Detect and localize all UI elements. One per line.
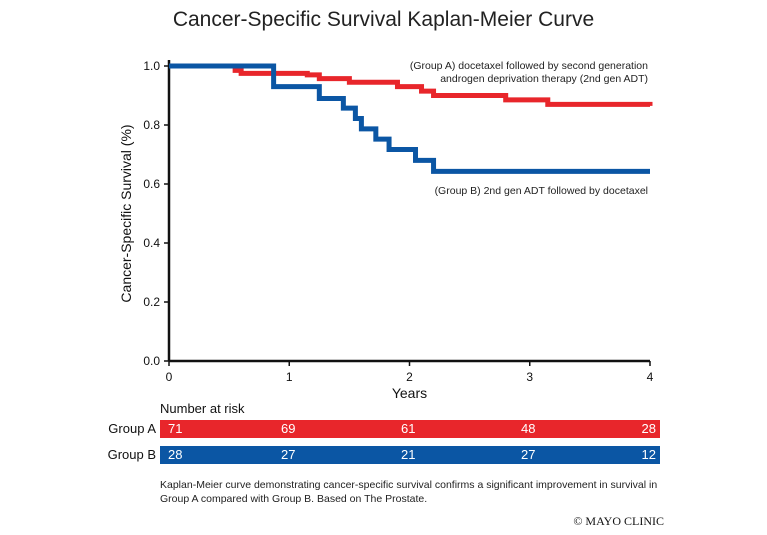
x-tick-label: 0 [166,370,173,384]
y-tick-label: 0.2 [143,295,160,309]
series-layer [169,63,653,174]
risk-row-group-a: Group A 71 69 61 48 28 [100,420,660,438]
risk-value: 71 [168,421,183,436]
chart-title: Cancer-Specific Survival Kaplan-Meier Cu… [172,8,595,31]
kaplan-meier-plot: 0.0 0.2 0.4 0.6 0.8 1.0 0 1 2 3 4 Years Cancer-Speci… [118,59,654,401]
risk-value: 12 [641,447,656,462]
x-tick-label: 4 [647,370,654,384]
risk-value: 69 [281,421,296,436]
risk-row-label: Group B [107,447,156,462]
group-a-survival-curve [169,63,653,107]
group-a-label-line: (Group A) docetaxel followed by second g… [410,60,648,72]
risk-value: 48 [521,421,536,436]
risk-bar-group-a: 71 69 61 48 28 [160,420,660,438]
risk-row-label: Group A [108,421,156,436]
risk-value: 21 [401,447,416,462]
axes: 0.0 0.2 0.4 0.6 0.8 1.0 0 1 2 3 4 Years Cancer-Speci… [118,59,654,401]
y-axis-label: Cancer-Specific Survival (%) [118,124,134,302]
group-b-survival-curve [169,63,650,174]
x-axis-label: Years [392,385,427,401]
y-tick-label: 0.6 [143,177,160,191]
group-a-label-line: androgen deprivation therapy (2nd gen AD… [440,73,648,85]
risk-bar-group-b: 28 27 21 27 12 [160,446,660,464]
x-tick-label: 1 [286,370,293,384]
y-tick-label: 0.4 [143,236,160,250]
copyright-credit: © MAYO CLINIC [573,514,664,528]
risk-value: 61 [401,421,416,436]
risk-row-group-b: Group B 28 27 21 27 12 [100,446,660,464]
y-tick-label: 0.0 [143,354,160,368]
risk-value: 27 [281,447,296,462]
risk-table-heading: Number at risk [160,401,245,416]
y-tick-label: 0.8 [143,118,160,132]
figure-caption: Kaplan-Meier curve demonstrating cancer-… [160,479,658,505]
x-tick-label: 2 [406,370,413,384]
risk-value: 28 [641,421,656,436]
group-b-label-line: (Group B) 2nd gen ADT followed by doceta… [435,185,648,197]
y-tick-label: 1.0 [143,59,160,73]
labels-layer: (Group A) docetaxel followed by second g… [410,60,648,197]
risk-value: 28 [168,447,183,462]
x-tick-label: 3 [526,370,533,384]
risk-value: 27 [521,447,536,462]
